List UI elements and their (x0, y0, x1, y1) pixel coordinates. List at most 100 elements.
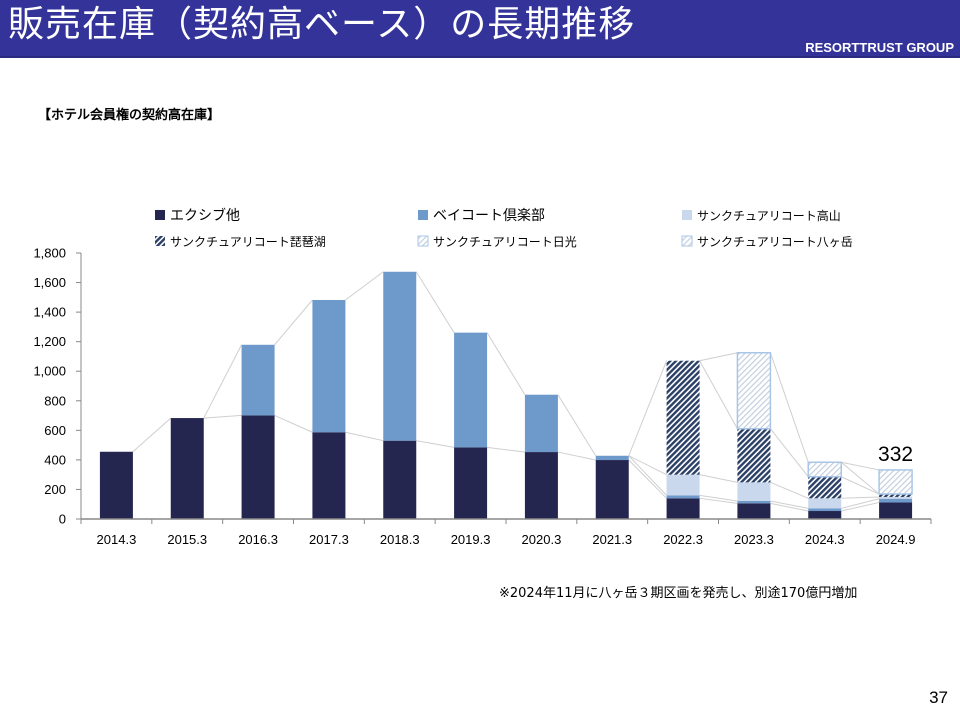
bar-segment (666, 498, 700, 519)
y-tick-label: 0 (59, 512, 66, 527)
bar-segment (737, 500, 771, 504)
chart-subtitle: 【ホテル会員権の契約高在庫】 (38, 108, 221, 123)
brand-label: RESORTTRUST GROUP (805, 40, 954, 55)
connector-line (770, 502, 809, 512)
bar-segment (808, 511, 842, 519)
connector-line (628, 360, 668, 456)
legend-swatch (155, 210, 165, 220)
legend-label: ベイコート倶楽部 (433, 208, 545, 224)
bar-segment (737, 503, 771, 519)
legend-swatch (682, 210, 692, 220)
bar-segment (312, 299, 346, 433)
bar-segment (808, 498, 842, 509)
connector-line (487, 446, 525, 453)
bar-segment (666, 474, 700, 496)
page-title: 販売在庫（契約高ベース）の長期推移 (8, 4, 636, 45)
bar-segment (737, 482, 771, 501)
header-bar: 販売在庫（契約高ベース）の長期推移 RESORTTRUST GROUP (0, 0, 960, 58)
legend-label: サンクチュアリコート高山 (697, 208, 841, 223)
x-tick-label: 2022.3 (663, 532, 703, 547)
connector-line (274, 299, 313, 346)
bar-segment (170, 418, 204, 519)
connector-line (628, 455, 667, 496)
bar-segment (879, 502, 913, 519)
connector-line (841, 461, 880, 471)
connector-line (486, 332, 526, 395)
bar-segment (808, 476, 842, 499)
connector-lines (132, 271, 880, 512)
connector-line (770, 428, 809, 478)
connector-line (699, 352, 738, 362)
y-tick-label: 800 (44, 393, 66, 408)
connector-line (699, 494, 738, 502)
bar-segment (383, 440, 417, 519)
bar-segment (879, 494, 913, 497)
bar-segment (666, 360, 700, 475)
x-tick-label: 2020.3 (522, 532, 562, 547)
connector-line (274, 414, 313, 433)
legend-label: サンクチュアリコート日光 (433, 235, 577, 249)
data-label-total: 332 (878, 443, 913, 466)
connector-line (840, 461, 880, 495)
x-tick-label: 2024.9 (876, 532, 916, 547)
legend-swatch (155, 236, 165, 246)
legend-swatch (417, 235, 429, 247)
legend-label: エクシブ他 (170, 207, 240, 224)
connector-line (699, 474, 738, 483)
bar-segment (241, 415, 275, 519)
bar-segment (241, 344, 275, 416)
legend-swatch (681, 235, 693, 247)
connector-line (345, 431, 384, 442)
bar-segment (454, 447, 488, 519)
page-number: 37 (929, 688, 948, 707)
connector-line (203, 414, 242, 419)
connector-line (841, 496, 880, 499)
bar-segment (879, 496, 913, 499)
y-tick-label: 1,000 (33, 364, 66, 379)
connector-line (770, 500, 809, 509)
connector-line (628, 455, 667, 476)
x-tick-label: 2017.3 (309, 532, 349, 547)
connector-line (345, 271, 384, 301)
bar-segment (383, 271, 417, 441)
bar-segment (737, 428, 771, 483)
legend-label: サンクチュアリコート琵琶湖 (170, 234, 326, 249)
data-labels: 332 (878, 443, 913, 466)
x-tick-label: 2021.3 (592, 532, 632, 547)
x-tick-label: 2024.3 (805, 532, 845, 547)
connector-line (557, 451, 596, 461)
bar-segment (595, 455, 629, 461)
bar-segment (595, 460, 629, 519)
y-tick-label: 200 (44, 482, 66, 497)
bar-segment (312, 432, 346, 519)
bar-segment (808, 508, 842, 512)
bar-segment (524, 394, 558, 453)
bar-segment (736, 352, 772, 430)
connector-line (841, 501, 880, 512)
connector-line (415, 271, 455, 333)
y-tick-label: 1,600 (33, 275, 66, 290)
y-tick-label: 1,200 (33, 334, 66, 349)
y-tick-label: 1,400 (33, 305, 66, 320)
connector-line (769, 352, 809, 463)
connector-line (699, 497, 738, 504)
legend-swatch (418, 210, 428, 220)
bars (99, 271, 913, 519)
connector-line (841, 498, 880, 509)
footnote: ※2024年11月に八ヶ岳３期区画を発売し、別途170億円増加 (499, 586, 858, 601)
bar-segment (878, 469, 913, 495)
bar-segment (879, 498, 913, 503)
x-tick-label: 2015.3 (167, 532, 207, 547)
y-tick-label: 400 (44, 452, 66, 467)
connector-line (203, 344, 243, 419)
x-tick-label: 2016.3 (238, 532, 278, 547)
legend-label: サンクチュアリコート八ヶ岳 (697, 235, 853, 249)
connector-line (416, 440, 455, 448)
x-tick-label: 2019.3 (451, 532, 491, 547)
axes: 0 200 400 600 800 1,000 1,200 1,400 1,600 1,800 20… (33, 246, 932, 547)
connector-line (770, 481, 809, 499)
y-tick-label: 600 (44, 423, 66, 438)
y-tick-label: 1,800 (33, 246, 66, 261)
